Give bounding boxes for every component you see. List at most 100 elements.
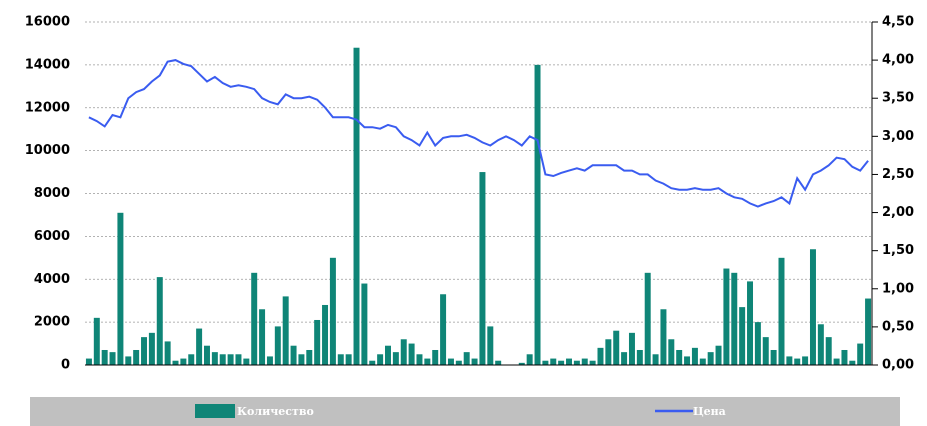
bar (652, 354, 659, 365)
bar (85, 358, 92, 365)
bar (825, 337, 832, 365)
bar (581, 358, 588, 365)
bar (628, 332, 635, 365)
y-tick-label: 8000 (34, 186, 70, 201)
bar (125, 356, 132, 365)
y-tick-label: 12000 (25, 100, 70, 115)
bar (432, 349, 439, 365)
bar (762, 337, 769, 365)
bar (707, 352, 714, 365)
bar (684, 356, 691, 365)
bar (133, 349, 140, 365)
legend-label: Количество (237, 405, 314, 418)
bar (93, 317, 100, 365)
bar (747, 281, 754, 365)
y2-tick-label: 2,00 (882, 205, 914, 220)
bar (644, 272, 651, 365)
y-tick-label: 4000 (34, 272, 70, 287)
y2-tick-label: 2,50 (882, 167, 914, 182)
bar (329, 257, 336, 365)
bar (416, 354, 423, 365)
bar (636, 349, 643, 365)
bar (754, 322, 761, 365)
bar (141, 337, 148, 365)
bar (424, 358, 431, 365)
legend-band (30, 397, 900, 426)
bar (196, 328, 203, 365)
bar (440, 294, 447, 365)
bar (266, 356, 273, 365)
y-tick-label: 6000 (34, 229, 70, 244)
bar (259, 309, 266, 365)
y2-tick-label: 0,50 (882, 319, 914, 334)
y2-tick-label: 4,00 (882, 53, 914, 68)
bar (377, 354, 384, 365)
bar (455, 360, 462, 365)
bar (542, 360, 549, 365)
bar (408, 343, 415, 365)
bar (770, 349, 777, 365)
bar (518, 362, 525, 365)
bar (841, 349, 848, 365)
bar (786, 356, 793, 365)
bar (526, 354, 533, 365)
bar (589, 360, 596, 365)
bar (731, 272, 738, 365)
bar (156, 277, 163, 365)
bar (778, 257, 785, 365)
bar (385, 345, 391, 365)
bar (211, 352, 218, 365)
bar (101, 349, 108, 365)
bar (621, 352, 628, 365)
bar (597, 347, 604, 365)
bar (337, 354, 344, 365)
bar (243, 358, 250, 365)
y2-tick-label: 3,50 (882, 91, 914, 106)
y-tick-label: 16000 (25, 15, 70, 30)
bar (833, 358, 840, 365)
bar (739, 307, 746, 365)
y2-tick-label: 3,00 (882, 129, 914, 144)
bar (817, 324, 824, 365)
y-tick-label: 14000 (25, 57, 70, 72)
y-tick-label: 2000 (34, 315, 70, 330)
bar (487, 326, 494, 365)
bar (471, 358, 478, 365)
bar (809, 249, 816, 365)
y-tick-label: 10000 (25, 143, 70, 158)
bar (188, 354, 195, 365)
y2-tick-label: 1,50 (882, 243, 914, 258)
bar (306, 349, 313, 365)
bar (447, 358, 454, 365)
bar (172, 360, 179, 365)
bar (849, 360, 856, 365)
legend-swatch (195, 404, 235, 418)
bar (282, 296, 289, 365)
bar (794, 358, 801, 365)
bar (369, 360, 376, 365)
bar (573, 360, 580, 365)
bar (274, 326, 281, 365)
bar (361, 283, 368, 365)
bar (148, 332, 155, 365)
bar (251, 272, 258, 365)
legend-label: Цена (693, 405, 726, 418)
bar (723, 268, 730, 365)
bar (558, 360, 565, 365)
bar (117, 212, 124, 365)
bar (290, 345, 297, 365)
bar (660, 309, 667, 365)
bar (227, 354, 234, 365)
bar (865, 298, 872, 365)
bar (463, 352, 470, 365)
bar (566, 358, 572, 365)
bar (857, 343, 864, 365)
bar (322, 304, 329, 365)
bar (109, 352, 116, 365)
bar (392, 352, 399, 365)
bar (534, 64, 541, 365)
bar (164, 341, 171, 365)
bar (802, 356, 809, 365)
bar (691, 347, 698, 365)
